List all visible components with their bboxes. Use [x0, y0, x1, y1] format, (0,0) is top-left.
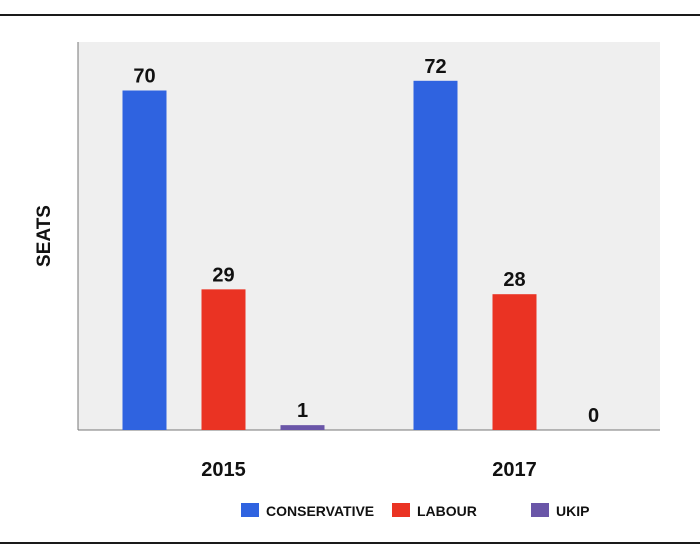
bar-ukip-2015 — [280, 425, 325, 430]
legend-label-conservative: CONSERVATIVE — [266, 503, 374, 519]
bars-group — [122, 80, 537, 431]
legend-swatch-conservative — [241, 503, 259, 517]
bar-conservative-2017 — [413, 80, 458, 431]
legend-swatch-labour — [392, 503, 410, 517]
data-label-ukip-2015: 1 — [297, 400, 308, 422]
legend-swatch-ukip — [531, 503, 549, 517]
category-label-2015: 2015 — [201, 459, 246, 481]
top-rule — [0, 14, 700, 16]
category-label-2017: 2017 — [492, 459, 537, 481]
data-label-conservative-2017: 72 — [424, 56, 446, 78]
legend-label-labour: LABOUR — [417, 503, 477, 519]
data-label-labour-2015: 29 — [212, 264, 234, 286]
y-axis-label: SEATS — [34, 205, 55, 267]
data-label-labour-2017: 28 — [503, 269, 525, 291]
data-labels-group: 70 29 1 72 28 0 — [133, 56, 599, 427]
data-label-ukip-2017: 0 — [588, 405, 599, 427]
bottom-rule — [0, 542, 700, 544]
category-labels-group: 2015 2017 — [201, 459, 537, 481]
legend-label-ukip: UKIP — [556, 503, 589, 519]
data-label-conservative-2015: 70 — [133, 66, 155, 88]
bar-labour-2015 — [201, 289, 246, 430]
plot-area — [78, 42, 660, 430]
legend: CONSERVATIVE LABOUR UKIP — [241, 503, 589, 519]
bar-conservative-2015 — [122, 90, 167, 430]
bar-labour-2017 — [492, 294, 537, 430]
